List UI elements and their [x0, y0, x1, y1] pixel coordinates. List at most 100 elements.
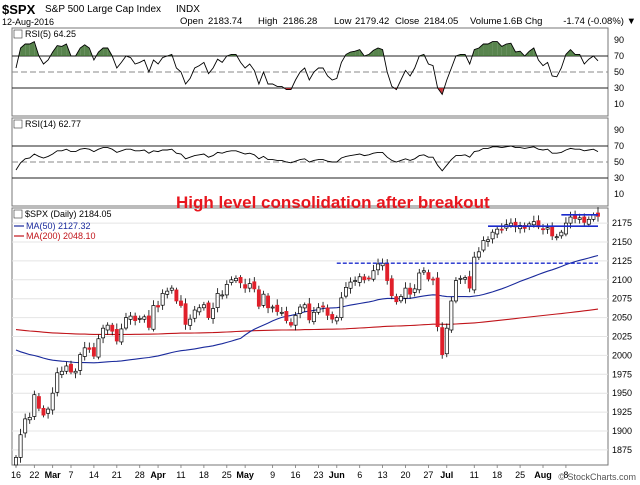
x-tick-label: Jul: [440, 470, 453, 480]
candle-body: [353, 280, 358, 282]
candle-body: [32, 394, 37, 417]
candle-body: [577, 217, 582, 220]
rsi14-tick-label: 70: [614, 141, 624, 151]
candle-body: [211, 308, 216, 319]
candle: [403, 282, 408, 304]
price-tick-label: 2000: [612, 350, 632, 360]
x-tick-label: 27: [423, 470, 433, 480]
candle-body: [412, 288, 417, 293]
candle: [165, 287, 170, 299]
candle-body: [421, 270, 426, 273]
candle: [357, 273, 362, 287]
candle: [215, 288, 220, 313]
candle: [114, 323, 119, 345]
x-tick-label: 22: [29, 470, 39, 480]
x-tick-label: 16: [291, 470, 301, 480]
candle-body: [234, 277, 238, 282]
candle: [344, 282, 348, 299]
candle-body: [582, 216, 587, 223]
price-tick-label: 1875: [612, 445, 632, 455]
x-tick-label: 11: [176, 470, 185, 480]
candle-body: [215, 293, 220, 308]
candle: [78, 352, 83, 376]
candle-body: [357, 276, 362, 283]
candle: [229, 276, 234, 286]
candle: [73, 368, 78, 379]
candle-body: [463, 277, 468, 280]
price-tick-label: 1950: [612, 388, 632, 398]
candle-body: [563, 222, 568, 235]
rsi14-label-text: RSI(14) 62.77: [25, 119, 81, 129]
rsi5-extreme-fill: [52, 45, 58, 56]
candle: [453, 277, 458, 304]
price-tick-label: 2025: [612, 332, 632, 342]
candle: [275, 299, 280, 316]
candle: [27, 412, 32, 424]
candle-body: [541, 228, 545, 231]
rsi14-tick-label: 10: [614, 189, 624, 199]
candle-body: [59, 370, 64, 375]
candle-body: [183, 303, 188, 325]
candle: [238, 275, 243, 289]
candle: [330, 311, 335, 324]
candle: [142, 314, 147, 323]
candle: [440, 322, 445, 359]
candle-body: [394, 296, 399, 303]
candle: [412, 284, 417, 297]
candle-body: [46, 408, 51, 414]
candle: [279, 307, 284, 316]
rsi14-tick-label: 30: [614, 173, 624, 183]
rsi5-extreme-fill: [350, 51, 356, 56]
candle: [321, 301, 325, 313]
candle: [101, 324, 106, 344]
candle-body: [279, 311, 284, 314]
candle-body: [119, 328, 124, 343]
candle: [224, 280, 229, 299]
candle: [316, 303, 321, 315]
price-tick-label: 1975: [612, 369, 632, 379]
candle-body: [105, 324, 110, 331]
candle-body: [142, 316, 147, 320]
candle-body: [545, 227, 550, 230]
candle-body: [87, 347, 92, 350]
candle-body: [486, 239, 490, 242]
candle: [87, 342, 92, 353]
candle-body: [96, 338, 101, 358]
header-quote: Open 2183.74 High 2186.28 Low 2179.42 Cl…: [180, 16, 458, 27]
rsi14-label: RSI(14) 62.77: [13, 119, 81, 129]
candle-body: [275, 304, 280, 312]
price-tick-label: 2175: [612, 218, 632, 228]
candle: [105, 322, 110, 335]
candle-body: [362, 276, 367, 281]
candle: [261, 290, 266, 308]
candle-body: [179, 300, 183, 306]
x-tick-label: 9: [270, 470, 275, 480]
price-label: $SPX (Daily) 2184.05: [13, 209, 112, 219]
candle-body: [467, 276, 472, 289]
candle-body: [247, 283, 252, 289]
candle: [32, 390, 37, 420]
candle: [234, 275, 238, 283]
candle: [174, 287, 179, 304]
rsi5-tick-label: 10: [614, 99, 624, 109]
candle-body: [550, 225, 555, 237]
candle-body: [344, 287, 348, 297]
price-tick-label: 2150: [612, 237, 632, 247]
low-label: Low: [334, 16, 352, 27]
candle: [444, 323, 449, 358]
candle: [169, 285, 174, 294]
rsi5-label: RSI(5) 64.25: [13, 29, 76, 39]
x-tick-label: May: [236, 470, 254, 480]
candle: [586, 216, 591, 228]
candle: [307, 297, 312, 324]
candle: [366, 275, 371, 282]
candle-body: [23, 418, 28, 434]
volume-value: 1.6B: [503, 16, 523, 27]
price-label-text: $SPX (Daily) 2184.05: [25, 209, 112, 219]
candle-body: [417, 272, 422, 291]
candle-body: [238, 277, 243, 284]
rsi5-extreme-fill: [103, 48, 108, 56]
x-tick-label: 23: [313, 470, 323, 480]
candle-body: [307, 303, 312, 321]
candle: [211, 302, 216, 324]
